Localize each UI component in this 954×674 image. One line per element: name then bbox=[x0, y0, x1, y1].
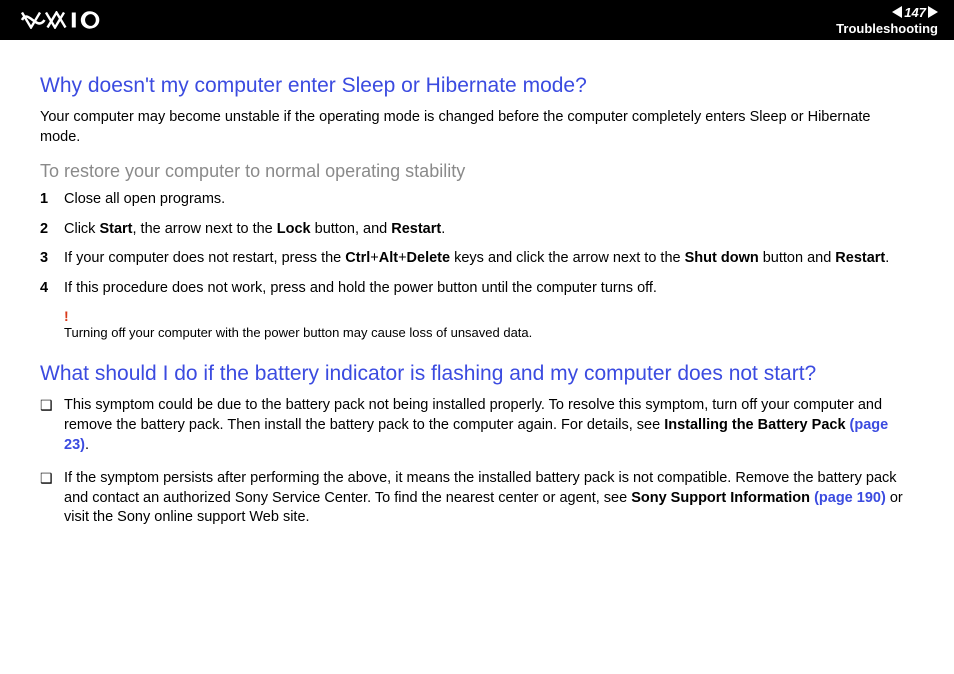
vaio-logo bbox=[18, 11, 128, 29]
step-4: If this procedure does not work, press a… bbox=[40, 279, 914, 299]
step-2-text: Click bbox=[64, 221, 99, 237]
bullet-1-period: . bbox=[85, 437, 89, 453]
question-2-bullets: This symptom could be due to the battery… bbox=[40, 396, 914, 527]
step-3-text3: button and bbox=[759, 250, 836, 266]
step-3-text2: keys and click the arrow next to the bbox=[450, 250, 685, 266]
delete-key: Delete bbox=[407, 250, 451, 266]
restore-steps: Close all open programs. Click Start, th… bbox=[40, 190, 914, 298]
question-1-intro: Your computer may become unstable if the… bbox=[40, 108, 914, 147]
page-content: Why doesn't my computer enter Sleep or H… bbox=[0, 40, 954, 562]
page-190-link[interactable]: (page 190) bbox=[814, 490, 886, 506]
header-right: 147 Troubleshooting bbox=[836, 5, 938, 36]
header-bar: 147 Troubleshooting bbox=[0, 0, 954, 40]
step-2: Click Start, the arrow next to the Lock … bbox=[40, 220, 914, 240]
bullet-1: This symptom could be due to the battery… bbox=[40, 396, 914, 455]
step-3: If your computer does not restart, press… bbox=[40, 249, 914, 269]
step-2-period: . bbox=[441, 221, 445, 237]
caution-icon: ! bbox=[64, 308, 914, 324]
restart-label: Restart bbox=[391, 221, 441, 237]
caution-text: Turning off your computer with the power… bbox=[64, 325, 532, 340]
step-2-text2: , the arrow next to the bbox=[133, 221, 277, 237]
lock-label: Lock bbox=[277, 221, 311, 237]
caution-note: ! Turning off your computer with the pow… bbox=[64, 308, 914, 342]
question-1-title: Why doesn't my computer enter Sleep or H… bbox=[40, 74, 914, 98]
plus2: + bbox=[398, 250, 406, 266]
prev-page-icon[interactable] bbox=[892, 6, 902, 18]
page-nav: 147 bbox=[892, 5, 938, 20]
next-page-icon[interactable] bbox=[928, 6, 938, 18]
bullet-2: If the symptom persists after performing… bbox=[40, 469, 914, 528]
alt-key: Alt bbox=[379, 250, 398, 266]
sony-support-label: Sony Support Information bbox=[631, 490, 814, 506]
step-3-text: If your computer does not restart, press… bbox=[64, 250, 345, 266]
ctrl-key: Ctrl bbox=[345, 250, 370, 266]
step-1: Close all open programs. bbox=[40, 190, 914, 210]
question-1-subhead: To restore your computer to normal opera… bbox=[40, 161, 914, 182]
installing-battery-label: Installing the Battery Pack bbox=[664, 417, 849, 433]
plus1: + bbox=[370, 250, 378, 266]
step-3-period: . bbox=[885, 250, 889, 266]
section-label: Troubleshooting bbox=[836, 21, 938, 36]
question-2-title: What should I do if the battery indicato… bbox=[40, 362, 914, 386]
step-2-text3: button, and bbox=[311, 221, 392, 237]
shutdown-label: Shut down bbox=[685, 250, 759, 266]
start-label: Start bbox=[99, 221, 132, 237]
page-number: 147 bbox=[904, 5, 926, 20]
restart-label-2: Restart bbox=[835, 250, 885, 266]
